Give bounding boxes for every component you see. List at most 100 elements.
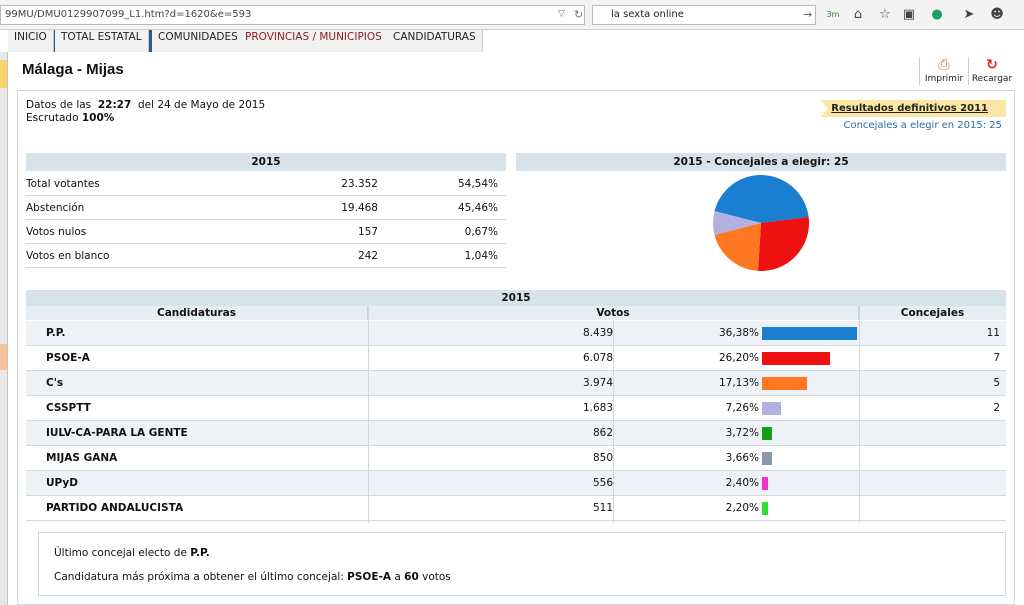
tab-comunidades[interactable]: COMUNIDADES	[152, 30, 245, 52]
party-votes: 850	[592, 452, 613, 464]
party-percent: 36,38%	[718, 327, 759, 339]
print-label: Imprimir	[924, 74, 964, 84]
party-seats: 2	[993, 402, 1000, 414]
tab-total-estatal[interactable]: TOTAL ESTATAL	[55, 30, 149, 52]
note-party: PSOE-A	[347, 571, 392, 583]
pie-slice	[713, 211, 761, 235]
party-vote-bar	[762, 427, 772, 440]
print-button[interactable]: ⎙ Imprimir	[921, 57, 967, 87]
history-dropdown-icon[interactable]: ▽	[558, 9, 565, 19]
summary-percent: 45,46%	[457, 202, 498, 214]
party-vote-bar	[762, 452, 772, 465]
summary-row: Votos nulos 157 0,67%	[26, 220, 506, 244]
tab-candidaturas[interactable]: CANDIDATURAS	[387, 30, 483, 52]
summary-row: Total votantes 23.352 54,54%	[26, 172, 506, 196]
summary-count: 23.352	[341, 178, 378, 190]
results-panel	[17, 90, 1015, 605]
party-vote-bar	[762, 377, 807, 390]
final-results-2011-link[interactable]: Resultados definitivos 2011	[820, 100, 1006, 117]
party-seats: 11	[986, 327, 1000, 339]
3m-icon[interactable]: 3m	[826, 10, 840, 19]
party-votes: 862	[592, 427, 613, 439]
col-concejales: Concejales	[859, 306, 1006, 320]
party-seats: 5	[993, 377, 1000, 389]
party-vote-bar	[762, 352, 831, 365]
table-row: CSSPTT 1.683 7,26% 2	[26, 396, 1006, 421]
party-percent: 17,13%	[718, 377, 759, 389]
pie-header: 2015 - Concejales a elegir: 25	[516, 153, 1006, 171]
send-icon[interactable]: ➤	[963, 7, 975, 22]
reload-button[interactable]: ↻ Recargar	[969, 57, 1015, 87]
data-timestamp: Datos de las 22:27 del 24 de Mayo de 201…	[26, 99, 265, 125]
col-votos: Votos	[368, 306, 859, 320]
scrutiny-value: 100%	[81, 112, 115, 124]
party-name: P.P.	[46, 327, 66, 339]
pie-slice	[757, 216, 809, 271]
divider	[968, 57, 969, 85]
reload-icon[interactable]: ↻	[574, 8, 584, 21]
party-votes: 1.683	[582, 402, 613, 414]
summary-count: 242	[357, 250, 378, 262]
party-name: PARTIDO ANDALUCISTA	[46, 502, 184, 514]
summary-label: Abstención	[26, 202, 85, 214]
column-divider	[859, 306, 860, 523]
councillors-to-elect: Concejales a elegir en 2015: 25	[843, 120, 1002, 131]
summary-label: Votos nulos	[26, 226, 87, 238]
tab-inicio[interactable]: INICIO	[8, 30, 54, 52]
party-seats: 7	[993, 352, 1000, 364]
clipboard-icon[interactable]: ▣	[902, 7, 916, 22]
address-bar[interactable]: 99MU/DMU0129907099_L1.htm?d=1620&e=593	[0, 5, 585, 25]
reload-label: Recargar	[971, 74, 1013, 84]
summary-row: Abstención 19.468 45,46%	[26, 196, 506, 220]
summary-label: Votos en blanco	[26, 250, 110, 262]
date-suffix: del 24 de Mayo de 2015	[137, 99, 266, 111]
pie-slice	[714, 223, 761, 271]
party-name: UPyD	[46, 477, 78, 489]
note-text: a	[394, 571, 401, 583]
grammarly-icon[interactable]: ●	[931, 7, 943, 22]
summary-header: 2015	[26, 153, 506, 171]
results-header: 2015	[26, 290, 1006, 306]
sidebar-marker	[0, 60, 7, 88]
last-councillor-note: Último concejal electo de P.P. Candidatu…	[38, 532, 1006, 596]
summary-count: 157	[357, 226, 378, 238]
party-votes: 3.974	[582, 377, 613, 389]
note-text: Último concejal electo de	[54, 547, 187, 559]
col-candidaturas: Candidaturas	[26, 306, 368, 320]
pie-slice	[714, 175, 809, 223]
party-votes: 556	[592, 477, 613, 489]
star-icon[interactable]: ☆	[879, 7, 891, 22]
party-percent: 26,20%	[718, 352, 759, 364]
party-percent: 7,26%	[725, 402, 759, 414]
column-divider	[613, 320, 614, 523]
party-vote-bar	[762, 477, 769, 490]
summary-row: Votos en blanco 242 1,04%	[26, 244, 506, 268]
party-name: IULV-CA-PARA LA GENTE	[46, 427, 188, 439]
party-name: MIJAS GANA	[46, 452, 118, 464]
party-votes: 6.078	[582, 352, 613, 364]
site-navigation: INICIO TOTAL ESTATAL COMUNIDADES PROVINC…	[0, 30, 1024, 52]
closest-candidacy-line: Candidatura más próxima a obtener el últ…	[54, 571, 451, 583]
note-text: votos	[422, 571, 451, 583]
data-time: 22:27	[97, 99, 132, 111]
party-percent: 2,40%	[725, 477, 759, 489]
party-vote-bar	[762, 327, 857, 340]
date-prefix: Datos de las	[26, 99, 92, 111]
summary-percent: 54,54%	[457, 178, 498, 190]
search-input[interactable]: la sexta online	[592, 5, 816, 25]
table-row: P.P. 8.439 36,38% 11	[26, 321, 1006, 346]
party-vote-bar	[762, 402, 781, 415]
table-row: C's 3.974 17,13% 5	[26, 371, 1006, 396]
chat-icon[interactable]: ☻	[990, 7, 1004, 22]
table-row: MIJAS GANA 850 3,66%	[26, 446, 1006, 471]
refresh-icon: ↻	[986, 57, 998, 73]
left-sidebar-strip	[0, 52, 8, 605]
table-row: PSOE-A 6.078 26,20% 7	[26, 346, 1006, 371]
tab-strip: INICIO TOTAL ESTATAL COMUNIDADES PROVINC…	[8, 30, 483, 52]
party-percent: 2,20%	[725, 502, 759, 514]
tab-provincias-municipios[interactable]: PROVINCIAS / MUNICIPIOS	[239, 30, 389, 52]
summary-percent: 0,67%	[464, 226, 498, 238]
note-votes: 60	[404, 571, 419, 583]
home-icon[interactable]: ⌂	[853, 7, 863, 22]
search-go-icon[interactable]: →	[803, 8, 813, 21]
